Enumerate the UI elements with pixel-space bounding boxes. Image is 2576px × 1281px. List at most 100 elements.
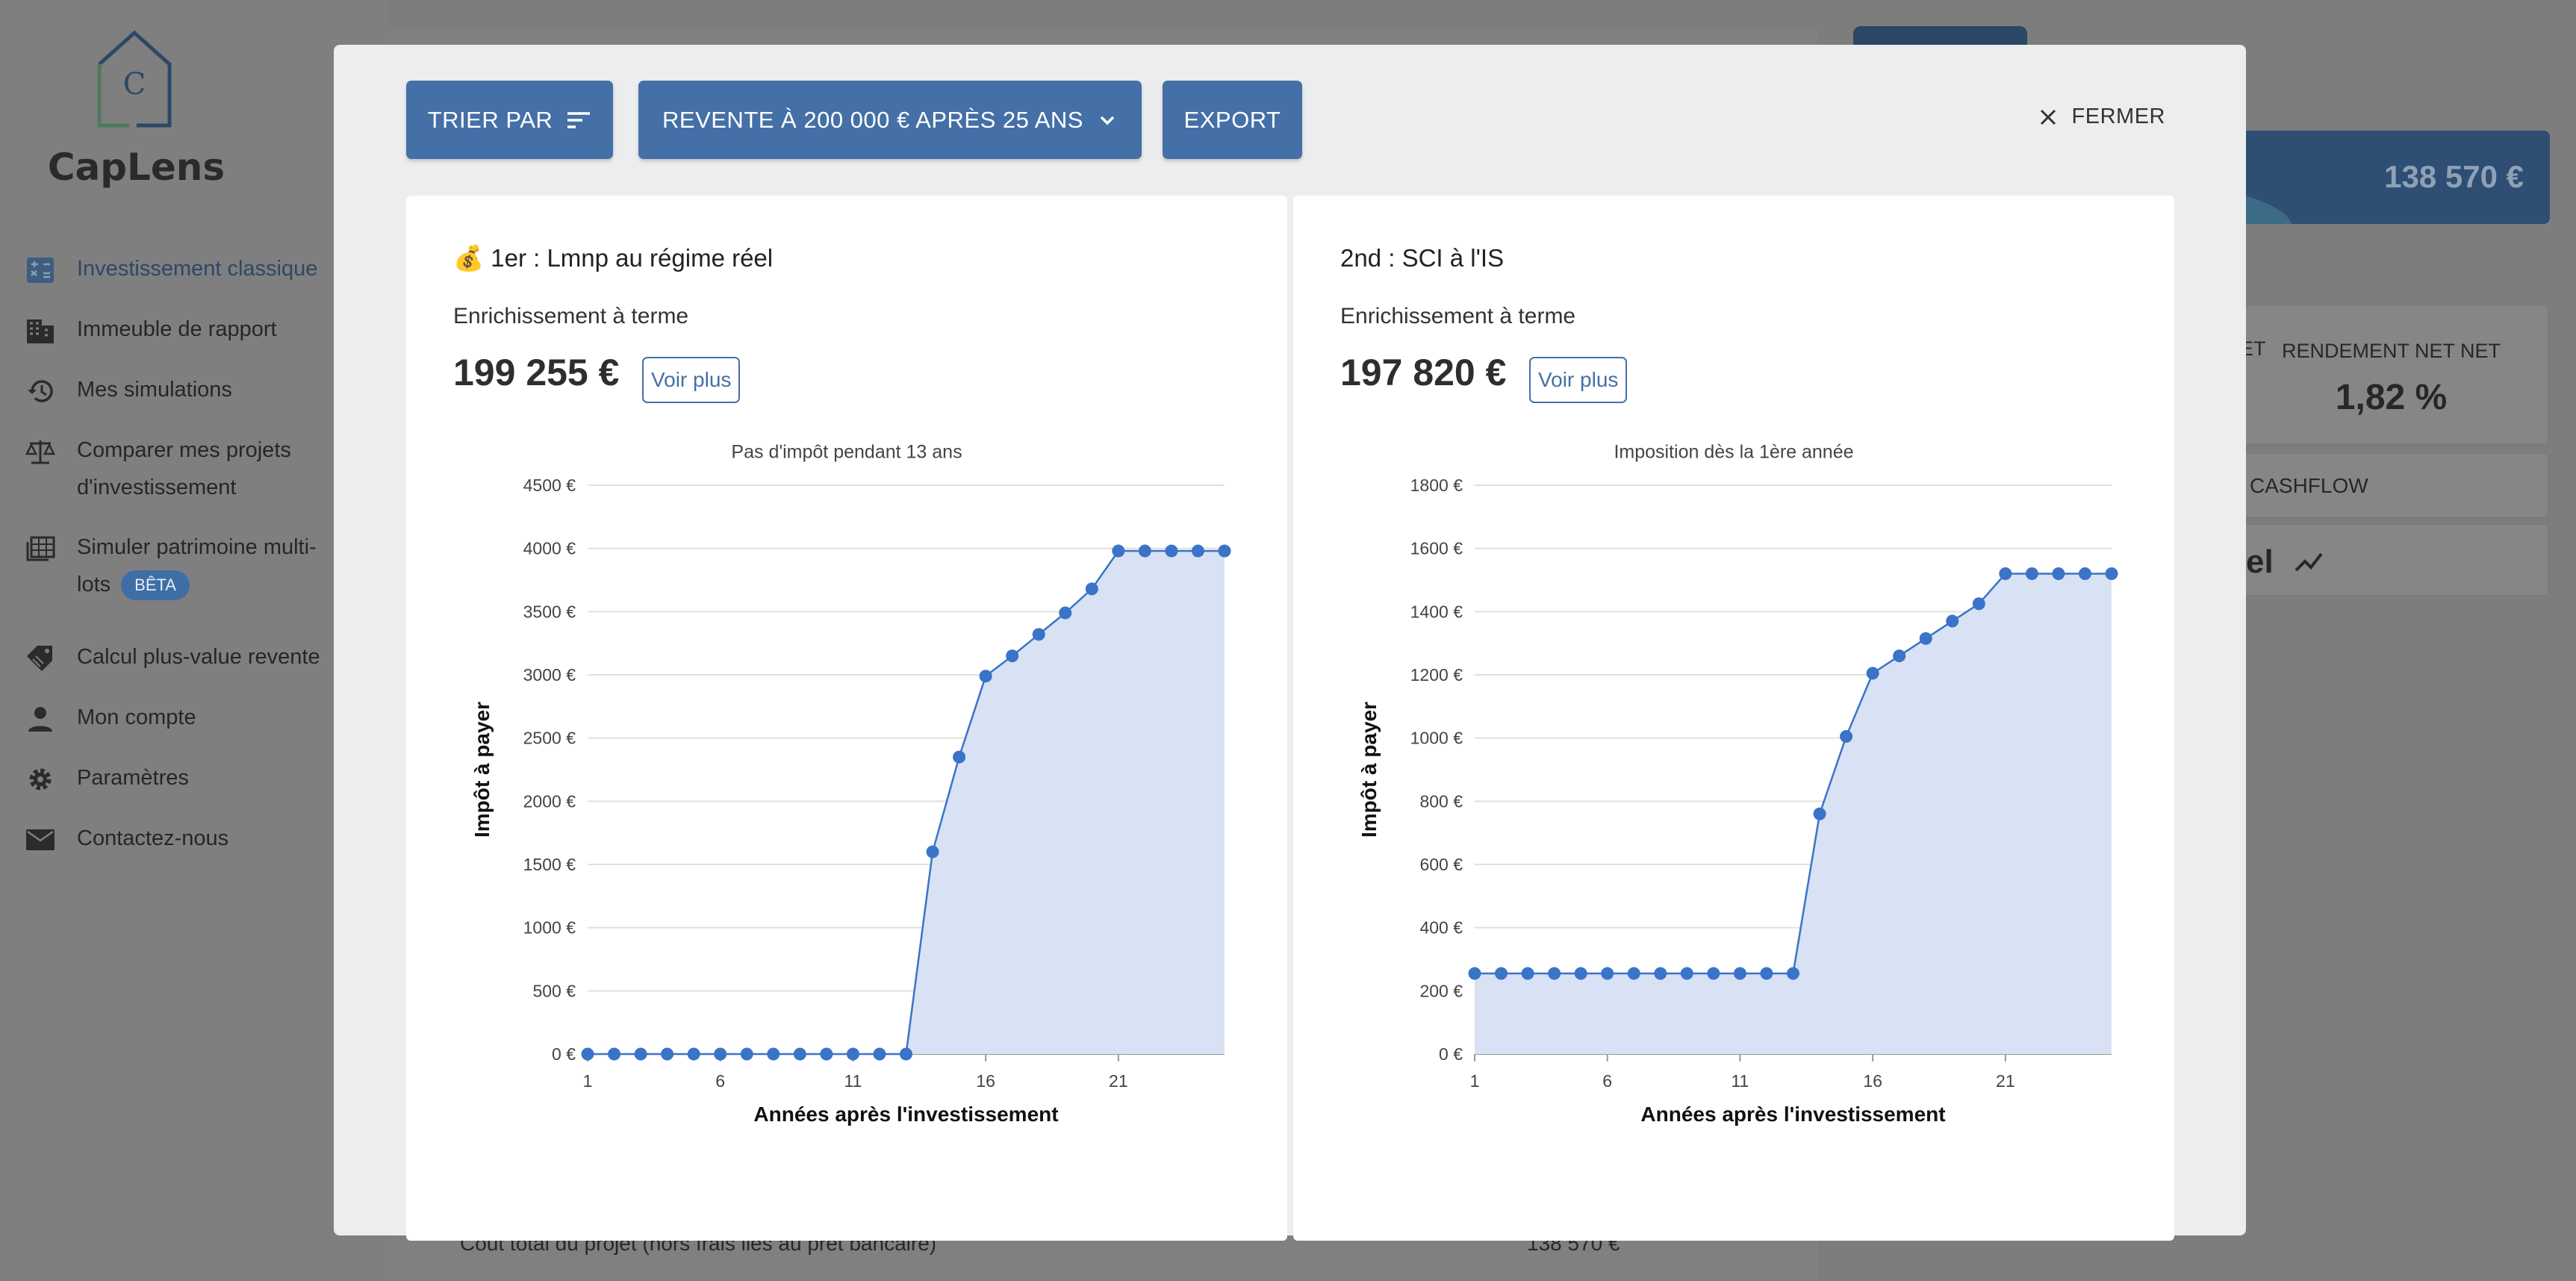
- x-tick-label: 21: [1996, 1071, 2015, 1091]
- data-point: [767, 1047, 780, 1061]
- data-point: [1760, 967, 1773, 980]
- voir-plus-button[interactable]: Voir plus: [642, 357, 741, 403]
- y-tick-label: 1000 €: [1410, 729, 1463, 748]
- y-tick-label: 3000 €: [523, 665, 576, 685]
- data-point: [953, 750, 966, 764]
- y-tick-label: 1000 €: [523, 918, 576, 938]
- sort-button[interactable]: TRIER PAR: [406, 81, 613, 159]
- data-point: [979, 670, 992, 683]
- export-button[interactable]: EXPORT: [1163, 81, 1302, 159]
- y-tick-label: 500 €: [532, 981, 576, 1000]
- data-point: [1548, 967, 1561, 980]
- data-point: [661, 1047, 674, 1061]
- gear-icon: [29, 768, 52, 791]
- comparison-modal: TRIER PAR REVENTE À 200 000 € APRÈS 25 A…: [334, 45, 2246, 1241]
- data-point: [608, 1047, 621, 1061]
- data-point: [1893, 649, 1906, 663]
- scale-icon: [25, 440, 55, 464]
- sidebar-item-simuler-patrimoine[interactable]: Simuler patrimoine multi-lots BÊTA: [0, 529, 388, 611]
- data-point: [1006, 649, 1019, 663]
- sidebar-item-label: Mon compte: [77, 705, 196, 729]
- sidebar-item-label: Simuler patrimoine multi-lots: [77, 535, 317, 596]
- series-area: [588, 551, 1225, 1054]
- x-tick-label: 16: [976, 1071, 995, 1091]
- data-point: [1840, 730, 1853, 744]
- data-point: [1654, 967, 1667, 980]
- data-point: [1468, 967, 1481, 980]
- close-button[interactable]: FERMER: [2039, 105, 2165, 129]
- y-axis-label: Impôt à payer: [1357, 702, 1381, 838]
- sidebar-item-immeuble-de-rapport[interactable]: Immeuble de rapport: [0, 311, 388, 348]
- data-point: [1627, 967, 1640, 980]
- data-point: [2105, 567, 2118, 581]
- data-point: [1866, 667, 1879, 680]
- x-axis-label: Années après l'investissement: [753, 1103, 1058, 1126]
- x-tick-label: 16: [1863, 1071, 1882, 1091]
- chevron-down-icon: [1100, 116, 1115, 125]
- data-point: [2078, 567, 2091, 581]
- data-point: [1165, 544, 1178, 558]
- data-point: [926, 845, 939, 858]
- house-logo-icon: C: [97, 30, 172, 128]
- sort-button-label: TRIER PAR: [427, 106, 553, 133]
- data-point: [793, 1047, 806, 1061]
- sidebar-item-mes-simulations[interactable]: Mes simulations: [0, 371, 388, 408]
- data-point: [1495, 967, 1508, 980]
- export-button-label: EXPORT: [1183, 106, 1281, 133]
- mail-icon: [26, 829, 55, 850]
- y-tick-label: 200 €: [1419, 981, 1463, 1000]
- card-subtitle: Enrichissement à terme: [453, 304, 689, 328]
- data-point: [1680, 967, 1693, 980]
- data-point: [1601, 967, 1614, 980]
- y-tick-label: 4500 €: [523, 476, 576, 495]
- logo[interactable]: C CapLens: [0, 0, 388, 239]
- y-axis-label: Impôt à payer: [470, 702, 494, 838]
- y-tick-label: 4000 €: [523, 539, 576, 558]
- x-tick-label: 1: [1470, 1071, 1480, 1091]
- data-point: [1707, 967, 1720, 980]
- data-point: [1733, 967, 1746, 980]
- stat-label: RENDEMENT NET NET: [2281, 340, 2501, 362]
- y-tick-label: 1500 €: [523, 855, 576, 874]
- data-point: [1059, 606, 1072, 620]
- series-area: [1475, 573, 2112, 1054]
- chart-title: Pas d'impôt pendant 13 ans: [731, 442, 962, 463]
- x-tick-label: 6: [1602, 1071, 1612, 1091]
- sidebar-item-mon-compte[interactable]: Mon compte: [0, 699, 388, 736]
- data-point: [873, 1047, 886, 1061]
- cashflow-tab-label: CASHFLOW: [2250, 474, 2368, 497]
- tax-chart: Pas d'impôt pendant 13 ans 0 € 500 € 1000 €…: [470, 442, 1231, 1126]
- sidebar-item-comparer-projets[interactable]: Comparer mes projets d'investissement: [0, 431, 388, 506]
- data-point: [2052, 567, 2065, 581]
- data-point: [1787, 967, 1799, 980]
- resale-dropdown[interactable]: REVENTE À 200 000 € APRÈS 25 ANS: [638, 81, 1142, 159]
- card-subtitle: Enrichissement à terme: [1340, 304, 1576, 328]
- price-tag-icon: [27, 646, 52, 671]
- data-point: [714, 1047, 727, 1061]
- calculator-icon: [27, 258, 54, 283]
- voir-plus-button[interactable]: Voir plus: [1529, 357, 1628, 403]
- chart-title: Imposition dès la 1ère année: [1614, 442, 1853, 463]
- sidebar-item-label: Paramètres: [77, 766, 189, 790]
- data-point: [900, 1047, 912, 1061]
- sidebar-item-investissement-classique[interactable]: Investissement classique: [0, 250, 388, 287]
- sort-icon: [567, 111, 591, 128]
- sidebar-item-contact[interactable]: Contactez-nous: [0, 820, 388, 857]
- close-icon: [2040, 109, 2056, 125]
- sidebar-item-parametres[interactable]: Paramètres: [0, 759, 388, 797]
- sidebar-item-calcul-plus-value[interactable]: Calcul plus-value revente: [0, 638, 388, 676]
- y-tick-label: 2000 €: [523, 791, 576, 811]
- y-tick-label: 1200 €: [1410, 665, 1463, 685]
- banner-value: 138 570 €: [2384, 159, 2524, 194]
- data-point: [740, 1047, 753, 1061]
- card-title: 2nd : SCI à l'IS: [1340, 244, 1505, 272]
- card-title: 💰 1er : Lmnp au régime réel: [453, 244, 774, 272]
- x-tick-label: 11: [1731, 1071, 1749, 1091]
- data-point: [846, 1047, 859, 1061]
- cut-title: el: [2246, 543, 2274, 580]
- x-tick-label: 11: [844, 1071, 862, 1091]
- tax-chart: Imposition dès la 1ère année 0 € 200 € 400 …: [1357, 442, 2118, 1126]
- data-point: [1112, 544, 1125, 558]
- background-cashflow-tab: CASHFLOW: [2233, 452, 2550, 519]
- y-tick-label: 600 €: [1419, 855, 1463, 874]
